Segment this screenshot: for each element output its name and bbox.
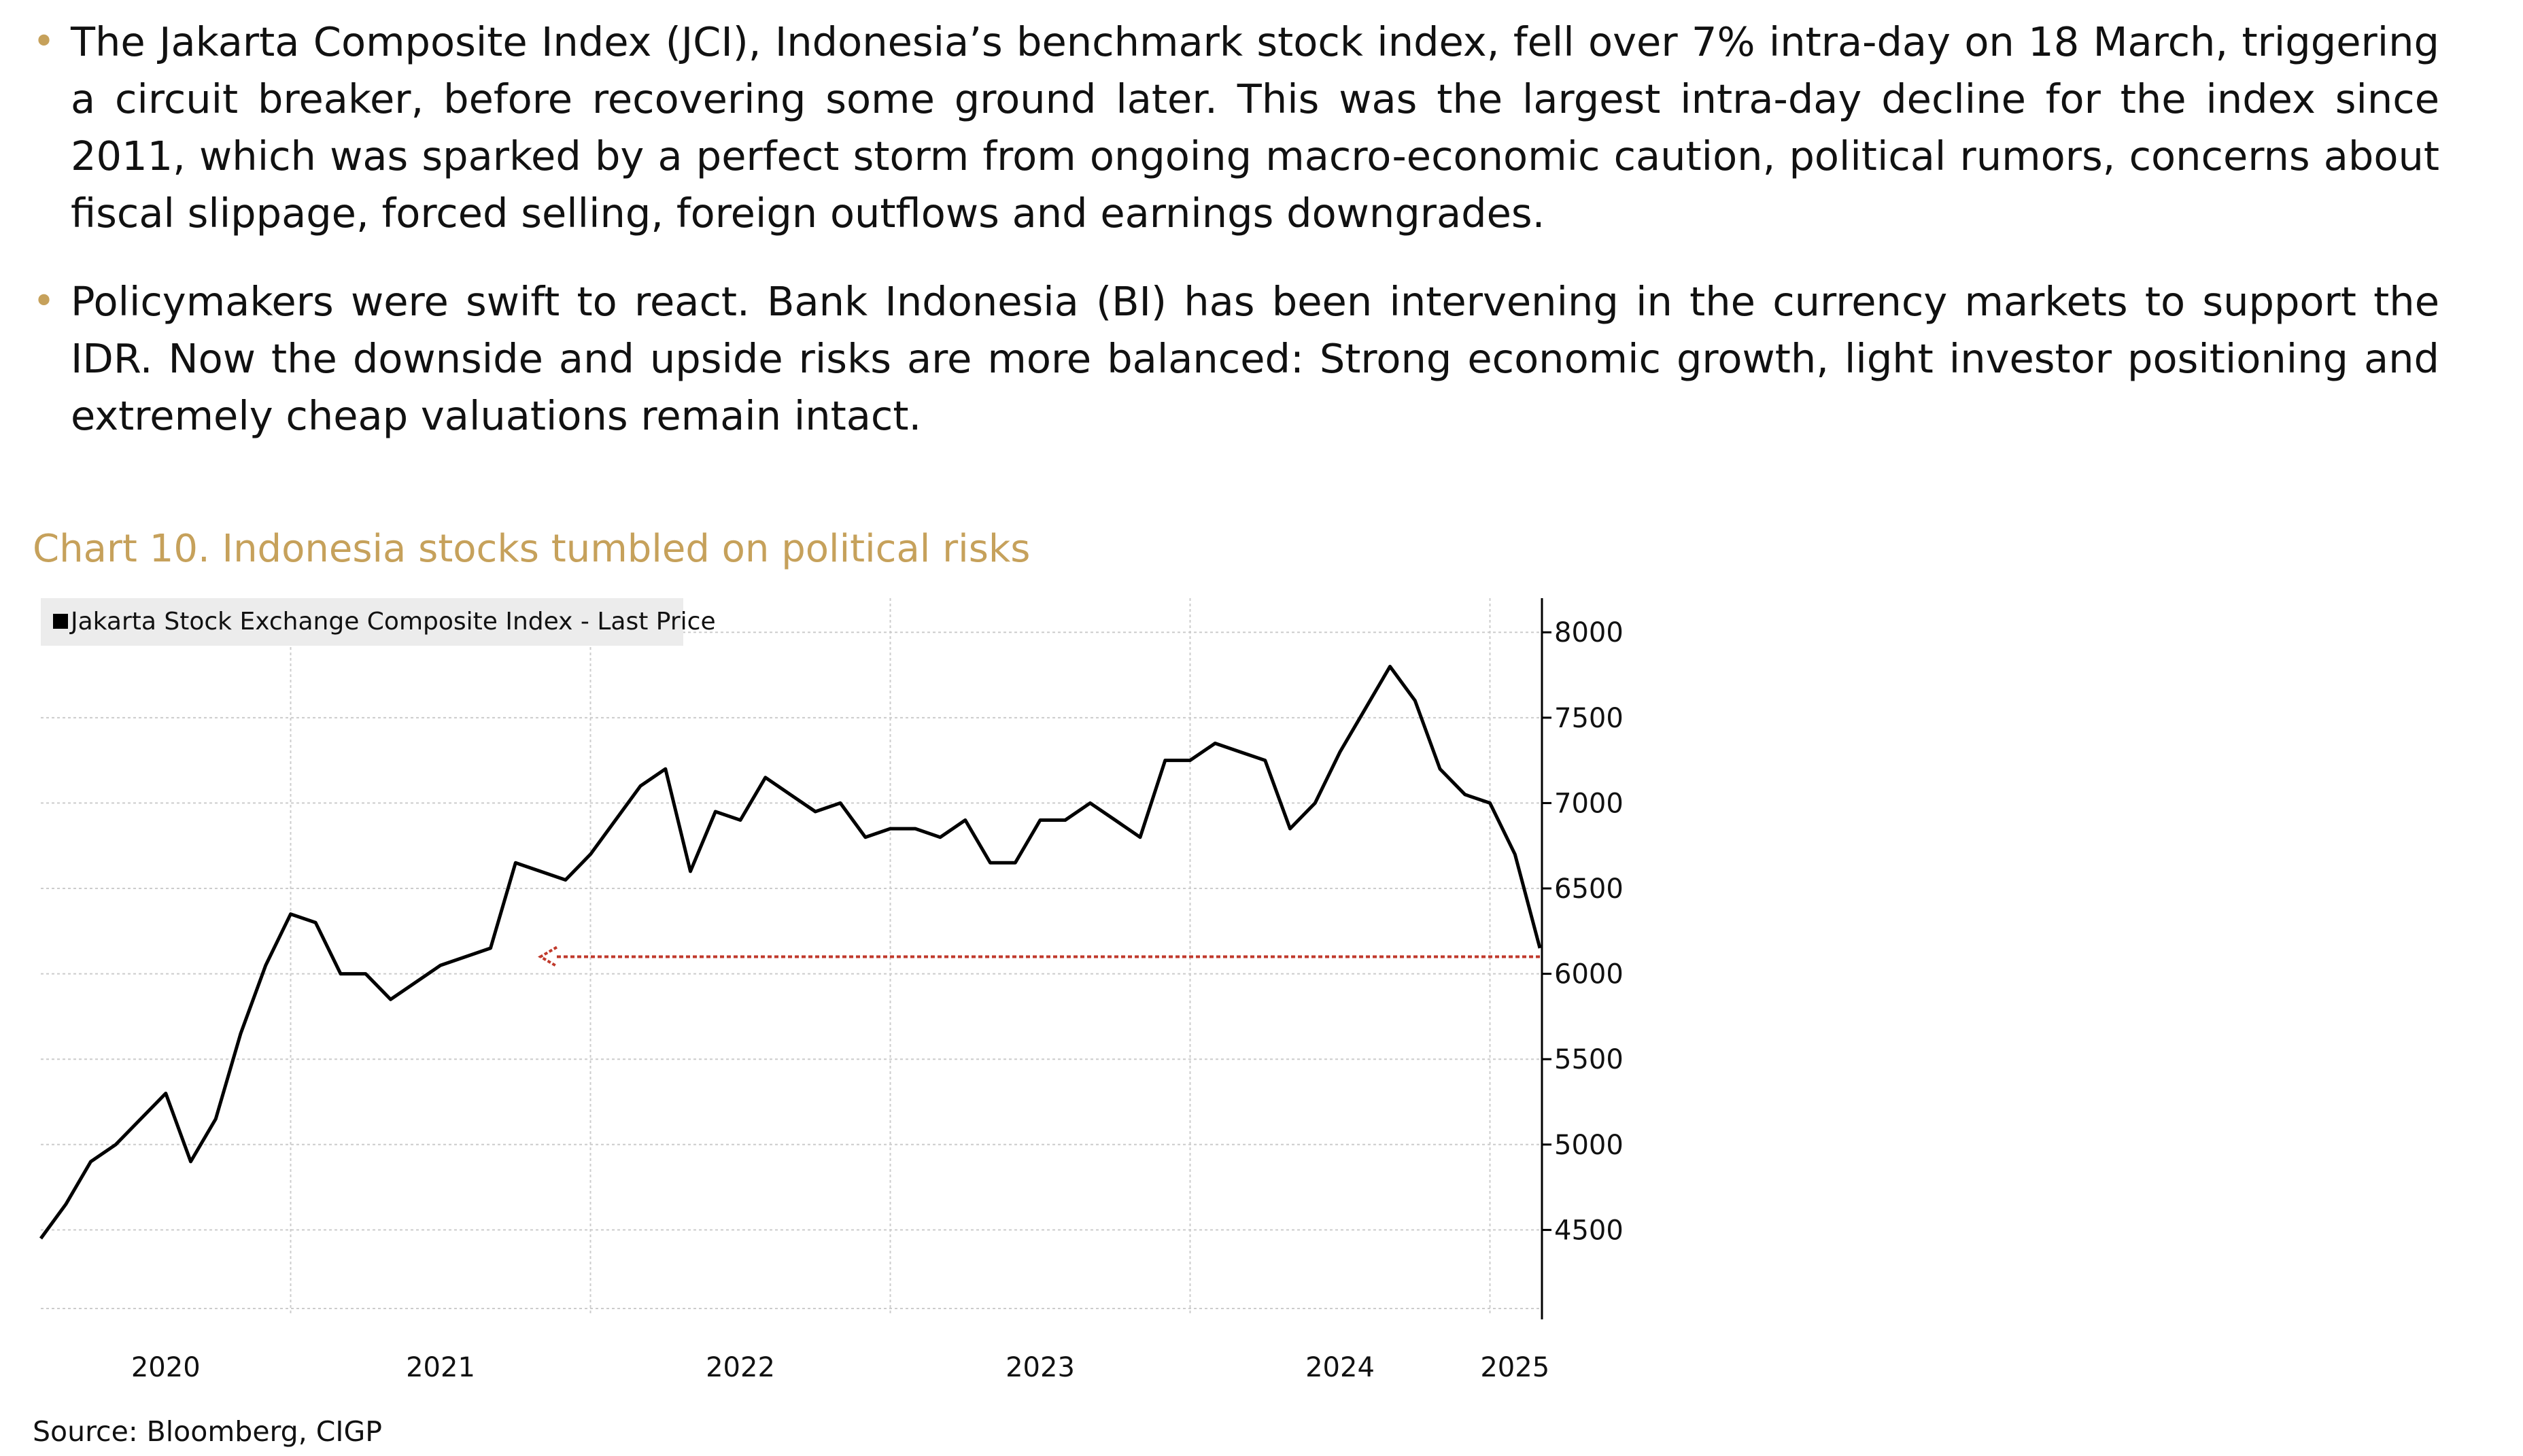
y-tick-label: 8000: [1554, 617, 1624, 648]
x-tick-label: 2024: [1305, 1352, 1375, 1383]
jci-line-chart: 4500 5000 5500 6000 6500 7000 7500 8000 2020 2021…: [39, 598, 1624, 1383]
legend-label: Jakarta Stock Exchange Composite Index -…: [69, 608, 716, 636]
x-tick-label: 2021: [406, 1352, 475, 1383]
bullet-text: The Jakarta Composite Index (JCI), Indon…: [71, 18, 2439, 237]
reference-arrowhead: [538, 946, 558, 968]
legend-swatch: [53, 614, 68, 629]
bullet-policymakers: • Policymakers were swift to react. Bank…: [33, 273, 2439, 445]
bullet-list: • The Jakarta Composite Index (JCI), Ind…: [33, 14, 2439, 476]
series-line-jci: [39, 665, 1542, 1240]
x-tick-label: 2025: [1480, 1352, 1549, 1383]
y-tick-label: 6500: [1554, 873, 1624, 905]
y-tick-label: 6000: [1554, 959, 1624, 990]
legend-box: [41, 598, 683, 646]
y-tick-label: 5500: [1554, 1044, 1624, 1075]
x-tick-label: 2020: [131, 1352, 201, 1383]
y-tick-label: 5000: [1554, 1130, 1624, 1161]
chart-title: Chart 10. Indonesia stocks tumbled on po…: [33, 527, 1031, 571]
x-tick-label: 2023: [1006, 1352, 1075, 1383]
bullet-marker: •: [33, 20, 56, 64]
bullet-jci-decline: • The Jakarta Composite Index (JCI), Ind…: [33, 14, 2439, 242]
y-tick-label: 7000: [1554, 788, 1624, 819]
bullet-text: Policymakers were swift to react. Bank I…: [71, 278, 2439, 439]
source-note: Source: Bloomberg, CIGP: [33, 1415, 382, 1448]
y-tick-label: 7500: [1554, 703, 1624, 734]
bullet-marker: •: [33, 279, 56, 324]
y-tick-label: 4500: [1554, 1215, 1624, 1246]
x-tick-label: 2022: [706, 1352, 775, 1383]
